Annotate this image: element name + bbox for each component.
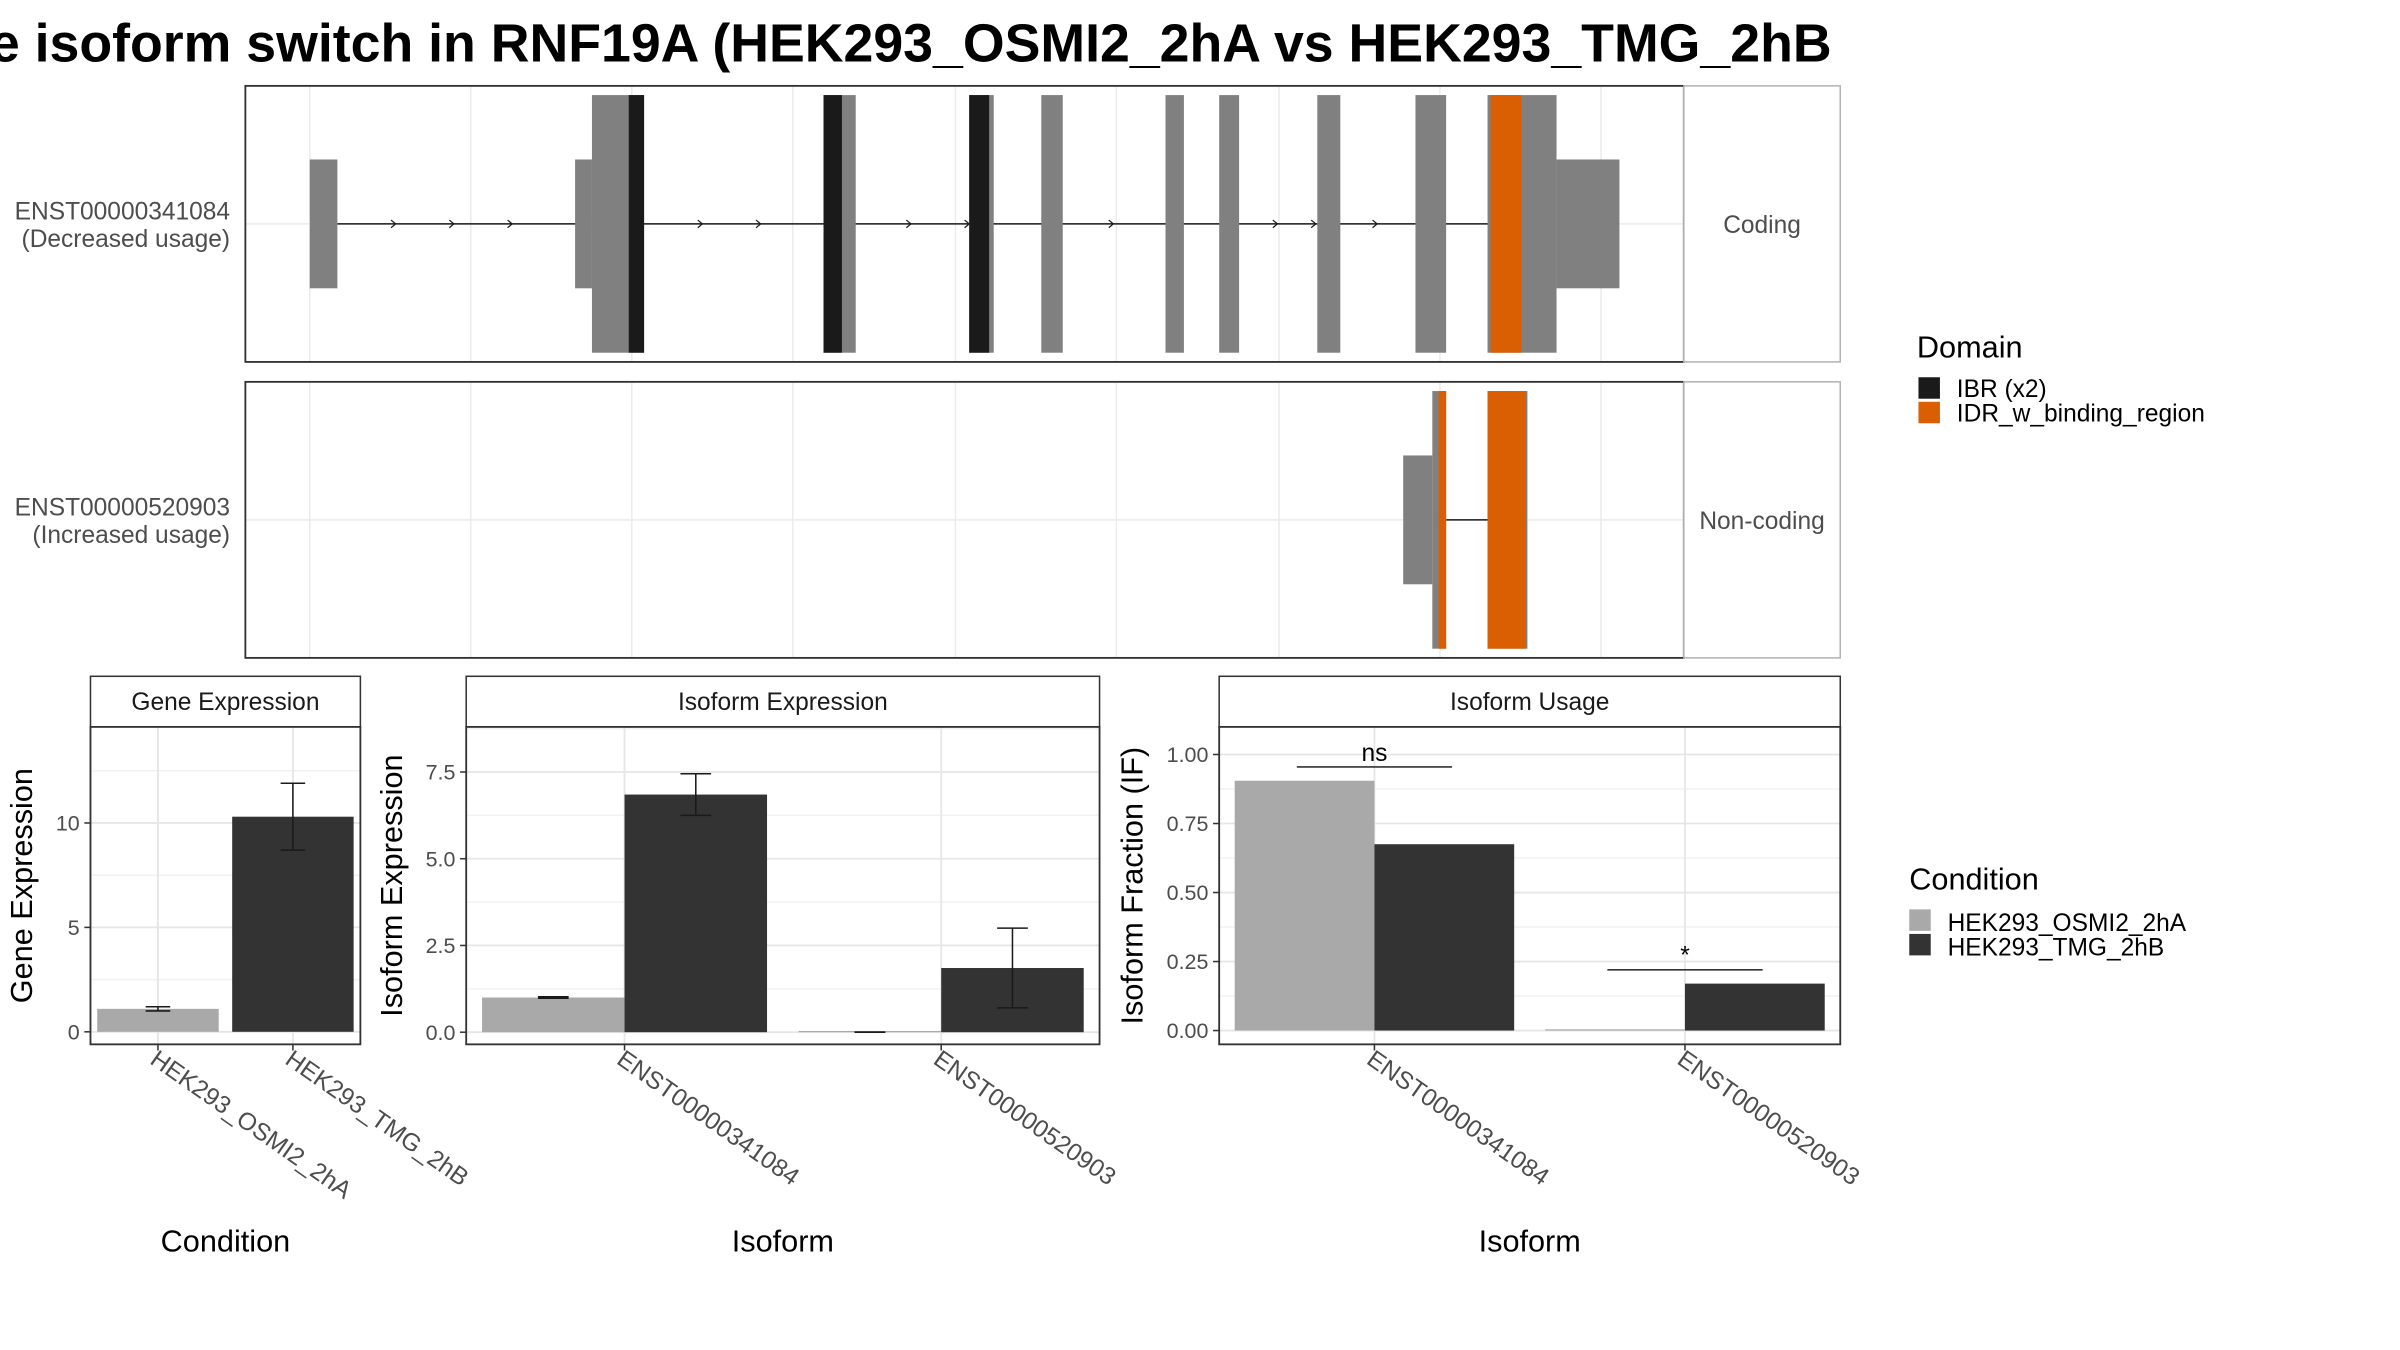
transcript-usage-label: (Increased usage) — [32, 522, 230, 549]
x-axis-title: Isoform — [1479, 1224, 1581, 1258]
panel-strip-label: Gene Expression — [131, 689, 319, 716]
y-tick-label: 0.75 — [1167, 812, 1209, 836]
transcript-category-strip — [1683, 85, 1842, 363]
intron-arrow — [390, 219, 397, 229]
transcript-category: Coding — [1723, 212, 1801, 239]
intron-arrow — [1372, 219, 1379, 229]
panel-border — [1218, 725, 1842, 1046]
transcript-id-label: ENST00000520903 — [15, 494, 230, 521]
y-axis-title: Gene Expression — [5, 768, 39, 1003]
panel-strip — [89, 675, 362, 728]
transcript-usage-label: (Decreased usage) — [22, 226, 231, 253]
x-axis-title: Isoform — [732, 1224, 834, 1258]
bar — [1545, 1029, 1685, 1031]
y-tick-label: 10 — [56, 812, 80, 836]
panel-strip-label: Isoform Expression — [678, 689, 888, 716]
bar — [482, 997, 625, 1033]
condition-legend-key — [1909, 909, 1931, 931]
y-tick-label: 1.00 — [1167, 743, 1209, 767]
domain-legend-key — [1918, 401, 1940, 424]
domain-legend-title: Domain — [1917, 330, 2023, 364]
intron-arrow — [1272, 219, 1279, 229]
bar — [232, 816, 354, 1032]
y-axis-title: Isoform Fraction (IF) — [1115, 747, 1149, 1025]
condition-legend-label: HEK293_OSMI2_2hA — [1948, 910, 2187, 937]
x-axis-title: Condition — [161, 1224, 291, 1258]
bar — [1374, 844, 1515, 1031]
y-tick-label: 0.0 — [426, 1021, 456, 1045]
x-tick-label: ENST00000520903 — [929, 1046, 1121, 1192]
condition-legend-label: HEK293_TMG_2hB — [1948, 934, 2165, 961]
panel-border — [465, 725, 1101, 1046]
transcript-category: Non-coding — [1699, 508, 1824, 535]
y-tick-label: 0.00 — [1167, 1019, 1209, 1043]
bar — [1684, 983, 1825, 1031]
intron-arrow — [507, 219, 514, 229]
domain-idr — [1438, 391, 1447, 649]
exon — [1403, 455, 1433, 585]
transcript-category-strip — [1683, 381, 1842, 659]
intron-arrow — [905, 219, 912, 229]
condition-legend-key — [1909, 933, 1931, 956]
domain-ibr — [823, 95, 842, 353]
domain-idr — [1490, 95, 1522, 353]
exon — [1556, 159, 1620, 289]
intron-arrow — [1310, 219, 1317, 229]
exon — [1317, 95, 1341, 353]
panel-strip-label: Isoform Usage — [1450, 689, 1609, 716]
y-axis-title: Isoform Expression — [375, 754, 409, 1016]
exon — [309, 159, 338, 289]
y-tick-label: 2.5 — [426, 934, 456, 958]
exon — [1041, 95, 1063, 353]
x-tick-label: ENST00000341084 — [1362, 1046, 1554, 1192]
intron-arrow — [1108, 219, 1115, 229]
figure-title: he isoform switch in RNF19A (HEK293_OSMI… — [0, 13, 1832, 73]
exon — [1219, 95, 1240, 353]
bar — [624, 794, 768, 1033]
y-tick-label: 5 — [68, 916, 80, 940]
panel-border — [89, 725, 362, 1046]
intron-arrow — [755, 219, 762, 229]
panel-strip — [465, 675, 1101, 728]
y-tick-label: 0.50 — [1167, 881, 1209, 905]
intron-arrow — [697, 219, 704, 229]
transcript-id-label: ENST00000341084 — [15, 198, 230, 225]
y-tick-label: 7.5 — [426, 761, 456, 785]
x-tick-label: ENST00000520903 — [1672, 1046, 1864, 1192]
panel-strip — [1218, 675, 1842, 728]
significance-label: ns — [1361, 740, 1387, 767]
domain-legend-label: IDR_w_binding_region — [1957, 401, 2205, 428]
domain-ibr — [969, 95, 990, 353]
bar — [97, 1008, 219, 1032]
exon — [1165, 95, 1184, 353]
domain-ibr — [628, 95, 645, 353]
significance-label: * — [1680, 943, 1690, 970]
intron-arrow — [448, 219, 455, 229]
bar — [1234, 780, 1375, 1031]
y-tick-label: 0.25 — [1167, 950, 1209, 974]
exon — [575, 159, 592, 289]
y-tick-label: 5.0 — [426, 847, 456, 871]
domain-legend-key — [1918, 377, 1940, 399]
domain-legend-label: IBR (x2) — [1957, 376, 2047, 403]
domain-idr — [1487, 391, 1526, 649]
exon — [1415, 95, 1447, 353]
condition-legend-title: Condition — [1909, 862, 2039, 896]
x-tick-label: ENST00000341084 — [612, 1046, 804, 1192]
y-tick-label: 0 — [68, 1020, 80, 1044]
